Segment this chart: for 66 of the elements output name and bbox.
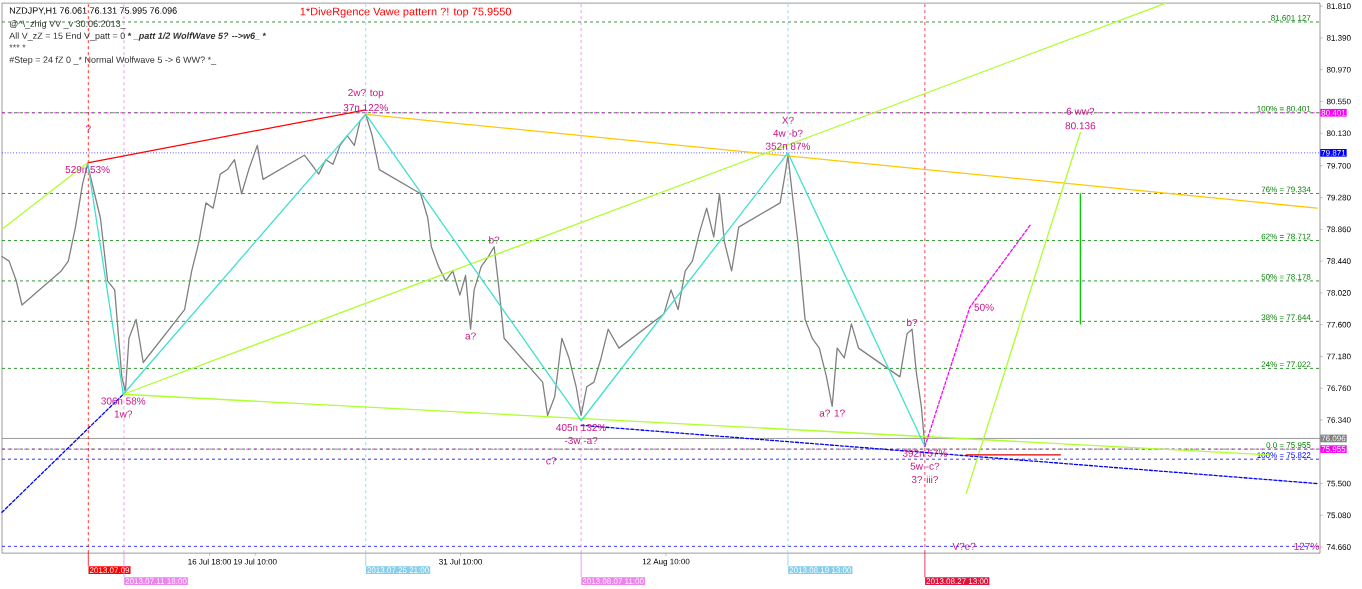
annotation: 80.136 bbox=[1065, 122, 1096, 130]
ref-line-label: 79.871 bbox=[1321, 149, 1346, 156]
ref-line-label: 24% = 77.022 bbox=[1261, 361, 1311, 368]
ref-line-label: 75.955 bbox=[1321, 446, 1346, 452]
ref-line-label: 0.0 = 75.955 bbox=[1266, 442, 1311, 448]
y-tick-label: 80.970 bbox=[1326, 66, 1351, 73]
y-tick-label: 78.020 bbox=[1326, 290, 1351, 296]
y-tick-label: 77.180 bbox=[1326, 353, 1351, 360]
chart-title: NZDJPY,H1 76.061 76.131 75.995 76.096 bbox=[9, 7, 177, 15]
x-tick-label: 19 Jul 10:00 bbox=[234, 558, 277, 565]
y-tick-label: 79.280 bbox=[1326, 194, 1351, 201]
ref-line-label: 2013.07.09 bbox=[89, 567, 130, 573]
annotation: 4w -b? bbox=[773, 129, 803, 137]
x-tick-label: 31 Jul 10:00 bbox=[439, 558, 483, 565]
ref-line-label: 81.601 127 bbox=[1271, 15, 1311, 21]
annotation: -3w -a? bbox=[564, 436, 598, 444]
y-tick-label: 76.340 bbox=[1326, 417, 1351, 423]
annotation: 405п 132% bbox=[556, 423, 606, 431]
ref-line-label: 2013.08.07 11:00 bbox=[582, 578, 644, 584]
annotation: b? bbox=[489, 236, 500, 244]
ref-line-label: 2013.08.19 13:00 bbox=[789, 567, 852, 573]
y-tick-label: 75.080 bbox=[1326, 512, 1351, 519]
annotation: 1w? bbox=[114, 410, 133, 418]
ref-line-label: 76% = 79.334 bbox=[1261, 186, 1311, 193]
annotation: 3? iii? bbox=[911, 475, 939, 483]
annotation: 352п 87% bbox=[765, 142, 811, 150]
x-tick-label: 12 Aug 10:00 bbox=[642, 558, 690, 566]
y-tick-label: 79.700 bbox=[1326, 162, 1351, 169]
annotation: c? bbox=[546, 457, 557, 465]
y-tick-label: 81.390 bbox=[1326, 35, 1351, 41]
ref-line-label: 2013.08.27 13:00 bbox=[926, 578, 989, 584]
y-tick-label: 77.600 bbox=[1326, 321, 1351, 328]
y-tick-label: 81.810 bbox=[1326, 3, 1351, 9]
annotation: a? 1? bbox=[819, 409, 845, 417]
y-tick-label: 80.550 bbox=[1326, 98, 1351, 105]
annotation: 306п 58% bbox=[101, 397, 146, 405]
ref-line-label: 2013.07.25 21:00 bbox=[367, 567, 429, 573]
annotation: @^\_zhig VV _v 30.06.2013_ bbox=[9, 20, 126, 29]
y-tick-label: 80.130 bbox=[1326, 130, 1351, 137]
ref-line-label: 76.096 bbox=[1321, 435, 1346, 442]
annotation: 127% bbox=[1294, 542, 1319, 550]
ref-line-label: 38% = 77.644 bbox=[1261, 314, 1311, 321]
ref-line-label: 50% = 78.178 bbox=[1261, 274, 1311, 280]
annotation: #Step = 24 fZ 0 _* Normal Wolfwave 5 -> 6 WW? *_ bbox=[9, 56, 217, 65]
y-tick-label: 76.760 bbox=[1326, 385, 1351, 391]
annotation: 50% bbox=[974, 303, 994, 311]
y-tick-label: 74.660 bbox=[1326, 544, 1351, 550]
annotation: V?e? bbox=[952, 542, 976, 550]
ref-line-label: 100% = 80.401 bbox=[1257, 105, 1311, 112]
annotation: X? bbox=[782, 116, 794, 124]
ref-line-label: 80.401 bbox=[1321, 109, 1346, 116]
ref-line-label: 2013.07.11 18:00 bbox=[125, 578, 187, 584]
ref-line-label: 62% = 78.712 bbox=[1261, 233, 1311, 240]
annotation: 2w? top bbox=[348, 89, 384, 99]
y-tick-label: 78.860 bbox=[1326, 226, 1351, 233]
annotation: *** * bbox=[9, 44, 26, 48]
annotation: 37п 122% bbox=[343, 104, 388, 112]
chart-subtitle: 1*DiveRgence Vawe pattern ?! top 75.9550 bbox=[300, 7, 512, 18]
annotation: ? bbox=[85, 125, 91, 133]
y-tick-label: 78.440 bbox=[1326, 258, 1351, 264]
annotation: a? bbox=[465, 332, 476, 340]
annotation: b? bbox=[907, 318, 918, 326]
x-tick-label: 16 Jul 18:00 bbox=[188, 558, 232, 565]
annotation: 5w -c? bbox=[910, 462, 940, 470]
y-tick-label: 75.500 bbox=[1326, 480, 1351, 487]
text: All V_zZ = 15 End V_patt = 0 *_patt 1/2 WolfWave 5? -->w6_* bbox=[9, 32, 267, 41]
